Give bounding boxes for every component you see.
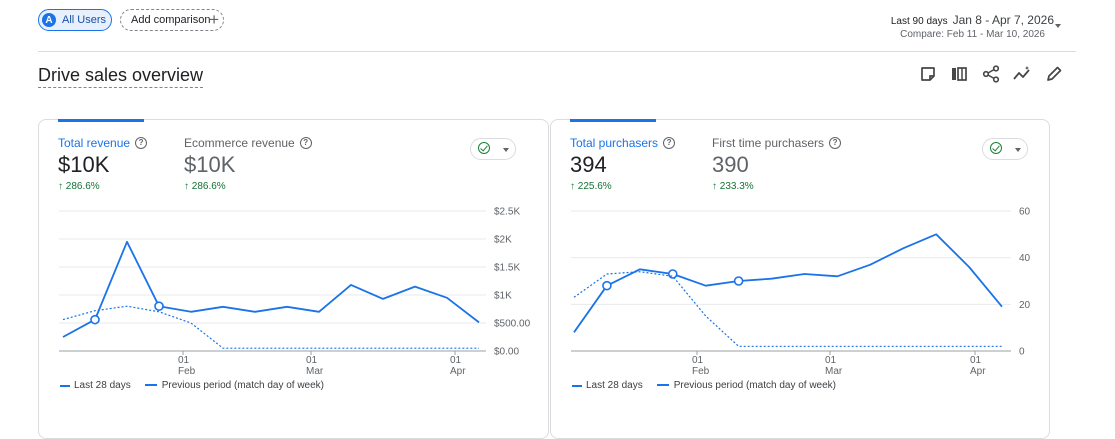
active-metric-indicator — [570, 119, 656, 122]
previous-period-line — [62, 305, 479, 349]
chevron-down-icon — [1015, 148, 1021, 152]
legend-solid-swatch — [572, 384, 582, 387]
divider — [38, 51, 1076, 52]
previous-period-line — [573, 271, 1002, 347]
metric-value: 390 — [712, 152, 749, 177]
add-comparison-label: Add comparison — [131, 14, 211, 26]
arrow-up-icon: ↑ — [712, 181, 717, 192]
x-tick-month: Apr — [970, 366, 986, 377]
x-tick-day: 01 — [692, 355, 704, 366]
y-tick-label: $500.00 — [494, 319, 531, 330]
y-tick-label: $1.5K — [494, 263, 520, 274]
x-tick-month: Mar — [306, 366, 324, 377]
metric-delta: ↑ 286.6% — [58, 181, 100, 192]
legend-dashed-swatch — [144, 383, 157, 388]
chart-legend: Last 28 days Previous period (match day … — [60, 380, 324, 391]
metric-value: 394 — [570, 152, 607, 177]
y-tick-label: $0.00 — [494, 347, 519, 358]
arrow-up-icon: ↑ — [58, 181, 63, 192]
user-avatar: A — [42, 13, 56, 27]
compare-range: Compare: Feb 11 - Mar 10, 2026 — [900, 29, 1045, 40]
help-icon[interactable]: ? — [135, 137, 148, 149]
x-tick-month: Mar — [825, 366, 843, 377]
metric-label: Ecommerce revenue — [184, 136, 295, 150]
y-tick-label: 60 — [1019, 207, 1031, 218]
help-icon[interactable]: ? — [299, 137, 312, 149]
arrow-up-icon: ↑ — [570, 181, 575, 192]
x-tick-day: 01 — [306, 355, 318, 366]
share-icon[interactable] — [981, 64, 1001, 84]
legend-previous: Previous period (match day of week) — [673, 380, 837, 391]
active-metric-indicator — [58, 119, 144, 122]
x-tick-day: 01 — [825, 355, 837, 366]
metric-value: $10K — [58, 152, 110, 177]
date-range-picker[interactable]: Last 90 days Jan 8 - Apr 7, 2026 — [891, 13, 1054, 27]
chart-legend: Last 28 days Previous period (match day … — [572, 380, 836, 391]
current-period-line — [62, 240, 480, 338]
check-circle-icon — [478, 142, 490, 154]
metric-first-time-purchasers[interactable]: First time purchasers? 390 ↑ 233.3% — [712, 136, 842, 192]
x-tick-month: Apr — [450, 366, 466, 377]
x-tick-day: 01 — [970, 355, 982, 366]
all-users-chip[interactable]: A All Users — [38, 9, 112, 31]
metric-total-purchasers[interactable]: Total purchasers? 394 ↑ 225.6% — [570, 136, 676, 192]
revenue-chart: $0.00$500.00$1K$1.5K$2K$2.5K01Feb01Mar01… — [59, 207, 531, 377]
metric-value: $10K — [184, 152, 236, 177]
legend-previous: Previous period (match day of week) — [161, 380, 325, 391]
all-users-label: All Users — [62, 14, 107, 26]
compare-columns-icon[interactable] — [949, 64, 969, 84]
y-tick-label: $2.5K — [494, 207, 520, 218]
data-point-marker — [602, 280, 612, 291]
y-tick-label: 20 — [1019, 300, 1031, 311]
check-circle-icon — [990, 142, 1002, 154]
y-tick-label: 0 — [1019, 347, 1025, 358]
metric-delta: ↑ 286.6% — [184, 181, 226, 192]
metric-total-revenue[interactable]: Total revenue? $10K ↑ 286.6% — [58, 136, 148, 192]
add-comparison-button[interactable]: Add comparison + — [120, 9, 224, 31]
page-title[interactable]: Drive sales overview — [38, 65, 204, 88]
revenue-card: Total revenue? $10K ↑ 286.6% Ecommerce r… — [38, 119, 549, 439]
data-point-marker — [90, 314, 100, 325]
metric-delta: ↑ 225.6% — [570, 181, 612, 192]
plus-icon: + — [209, 10, 219, 29]
status-check-button[interactable] — [982, 138, 1028, 160]
date-range: Jan 8 - Apr 7, 2026 — [952, 13, 1054, 27]
metric-ecommerce-revenue[interactable]: Ecommerce revenue? $10K ↑ 286.6% — [184, 136, 312, 192]
data-point-marker — [667, 269, 678, 279]
data-point-marker — [733, 276, 744, 286]
y-tick-label: $2K — [494, 235, 512, 246]
status-check-button[interactable] — [470, 138, 516, 160]
x-tick-day: 01 — [450, 355, 462, 366]
help-icon[interactable]: ? — [829, 137, 842, 149]
data-point-marker — [154, 301, 164, 311]
legend-current: Last 28 days — [74, 380, 131, 391]
chevron-down-icon[interactable] — [1055, 24, 1061, 28]
edit-icon[interactable] — [1044, 64, 1064, 84]
y-tick-label: 40 — [1019, 253, 1031, 264]
note-icon[interactable] — [918, 64, 938, 84]
x-tick-month: Feb — [692, 366, 710, 377]
metric-label: Total purchasers — [570, 136, 659, 150]
x-tick-month: Feb — [178, 366, 196, 377]
y-tick-label: $1K — [494, 291, 512, 302]
metric-delta: ↑ 233.3% — [712, 181, 754, 192]
date-preset: Last 90 days — [890, 16, 948, 27]
purchasers-card: Total purchasers? 394 ↑ 225.6% First tim… — [550, 119, 1050, 439]
help-icon[interactable]: ? — [663, 137, 676, 149]
current-period-line — [573, 233, 1003, 333]
legend-solid-swatch — [60, 384, 70, 387]
legend-dashed-swatch — [656, 383, 669, 388]
chevron-down-icon — [503, 148, 509, 152]
insights-icon[interactable] — [1012, 64, 1032, 84]
metric-label: First time purchasers — [712, 136, 825, 150]
legend-current: Last 28 days — [586, 380, 643, 391]
x-tick-day: 01 — [178, 355, 190, 366]
arrow-up-icon: ↑ — [184, 181, 189, 192]
metric-label: Total revenue — [58, 136, 131, 150]
